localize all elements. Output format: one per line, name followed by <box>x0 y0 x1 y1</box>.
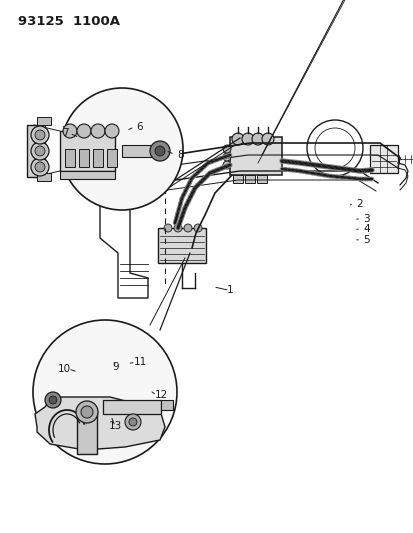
Bar <box>37 173 51 181</box>
Bar <box>65 149 75 167</box>
Circle shape <box>35 130 45 140</box>
Circle shape <box>150 141 170 161</box>
Bar <box>369 145 397 173</box>
Bar <box>60 131 115 171</box>
Bar <box>60 171 115 179</box>
Bar <box>122 145 152 157</box>
Circle shape <box>31 142 49 160</box>
Text: 4: 4 <box>362 224 369 234</box>
Bar <box>256 175 266 183</box>
Circle shape <box>35 162 45 172</box>
Circle shape <box>81 406 93 418</box>
Circle shape <box>77 124 91 138</box>
Bar <box>27 125 45 177</box>
Bar <box>161 400 173 410</box>
Bar <box>107 149 117 167</box>
Text: 13: 13 <box>108 422 121 431</box>
Bar <box>79 149 89 167</box>
Text: 3: 3 <box>362 214 369 223</box>
Circle shape <box>35 146 45 156</box>
Bar <box>93 149 103 167</box>
Circle shape <box>125 414 141 430</box>
Circle shape <box>223 161 230 169</box>
Text: 8: 8 <box>176 150 183 159</box>
Circle shape <box>49 396 57 404</box>
Circle shape <box>223 153 230 161</box>
Circle shape <box>261 133 273 145</box>
Circle shape <box>242 133 254 145</box>
Bar <box>244 175 254 183</box>
Circle shape <box>61 88 183 210</box>
Text: 12: 12 <box>154 391 168 400</box>
Circle shape <box>105 124 119 138</box>
Text: 1: 1 <box>226 286 233 295</box>
Text: 6: 6 <box>136 122 143 132</box>
Circle shape <box>31 158 49 176</box>
Circle shape <box>252 133 263 145</box>
Polygon shape <box>35 397 165 450</box>
Circle shape <box>231 133 243 145</box>
Text: 2: 2 <box>355 199 362 208</box>
Bar <box>37 117 51 125</box>
Circle shape <box>183 224 192 232</box>
Text: 10: 10 <box>57 364 71 374</box>
Circle shape <box>31 126 49 144</box>
Text: 93125  1100A: 93125 1100A <box>18 15 120 28</box>
Circle shape <box>164 224 171 232</box>
Bar <box>233 175 242 183</box>
Circle shape <box>154 146 165 156</box>
Bar <box>230 137 281 175</box>
Text: 5: 5 <box>362 235 369 245</box>
Bar <box>158 228 206 263</box>
Bar <box>103 400 161 414</box>
Circle shape <box>45 392 61 408</box>
Text: 7: 7 <box>62 128 69 138</box>
Circle shape <box>33 320 177 464</box>
Circle shape <box>194 224 202 232</box>
Text: 9: 9 <box>112 362 119 372</box>
Circle shape <box>223 145 230 153</box>
Circle shape <box>63 124 77 138</box>
Circle shape <box>91 124 105 138</box>
Bar <box>77 412 97 454</box>
Text: 11: 11 <box>134 358 147 367</box>
Circle shape <box>173 224 182 232</box>
Circle shape <box>76 401 98 423</box>
Circle shape <box>129 418 137 426</box>
